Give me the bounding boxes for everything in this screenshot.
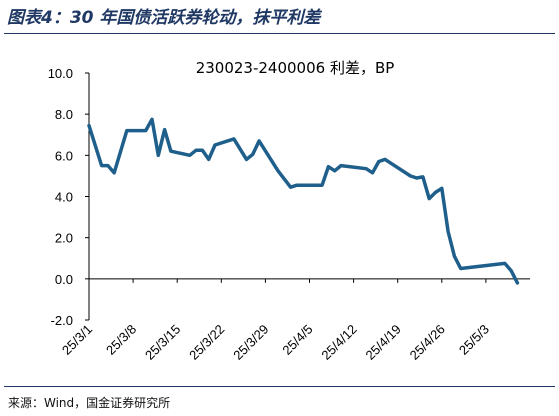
y-axis-ticks: 10.0 8.0 6.0 4.0 2.0 0.0 -2.0 [48,66,89,328]
line-chart: 230023-2400006 利差，BP 10.0 8.0 6.0 4.0 2.0 0.0… [48,59,530,363]
x-tick-label: 25/4/19 [363,322,404,363]
top-rule [4,33,555,34]
x-tick-label: 25/3/22 [186,322,227,363]
series-line [87,117,520,285]
source-note: 来源：Wind，国金证券研究所 [8,396,171,410]
chart-series [87,117,520,285]
x-tick-label: 25/4/5 [279,322,315,358]
chart-title: 230023-2400006 利差，BP [196,59,395,77]
y-tick-label: 6.0 [55,148,73,163]
chart-axes [88,73,530,320]
y-tick-label: 0.0 [55,272,73,287]
x-tick-label: 25/3/15 [142,322,183,363]
x-tick-label: 25/3/29 [230,322,271,363]
y-tick-label: 10.0 [48,66,73,81]
figure-title: 图表4：30 年国债活跃券轮动，抹平利差 [7,8,321,28]
x-tick-label: 25/4/26 [407,322,448,363]
x-tick-label: 25/3/8 [103,322,139,358]
x-tick-label: 25/4/12 [318,322,359,363]
y-tick-label: -2.0 [51,313,73,328]
bottom-rule [4,386,555,387]
x-tick-label: 25/5/3 [456,322,492,358]
x-axis-ticks: 25/3/1 25/3/8 25/3/15 25/3/22 25/3/29 25/4/5 2… [59,278,492,363]
y-tick-label: 8.0 [55,107,73,122]
y-tick-label: 2.0 [55,231,73,246]
y-tick-label: 4.0 [55,190,73,205]
